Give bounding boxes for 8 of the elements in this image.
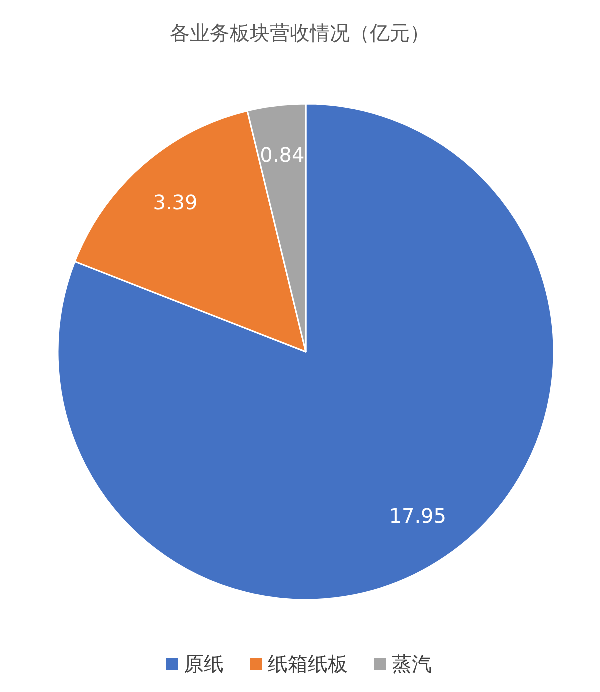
data-label: 0.84 xyxy=(260,143,305,168)
legend-label: 蒸汽 xyxy=(392,652,432,676)
chart-title: 各业务板块营收情况（亿元） xyxy=(170,21,430,45)
legend-label: 纸箱纸板 xyxy=(268,652,348,676)
data-label: 17.95 xyxy=(389,504,447,528)
data-label: 3.39 xyxy=(153,190,198,215)
pie-slice xyxy=(57,103,554,601)
legend-label: 原纸 xyxy=(184,652,224,676)
